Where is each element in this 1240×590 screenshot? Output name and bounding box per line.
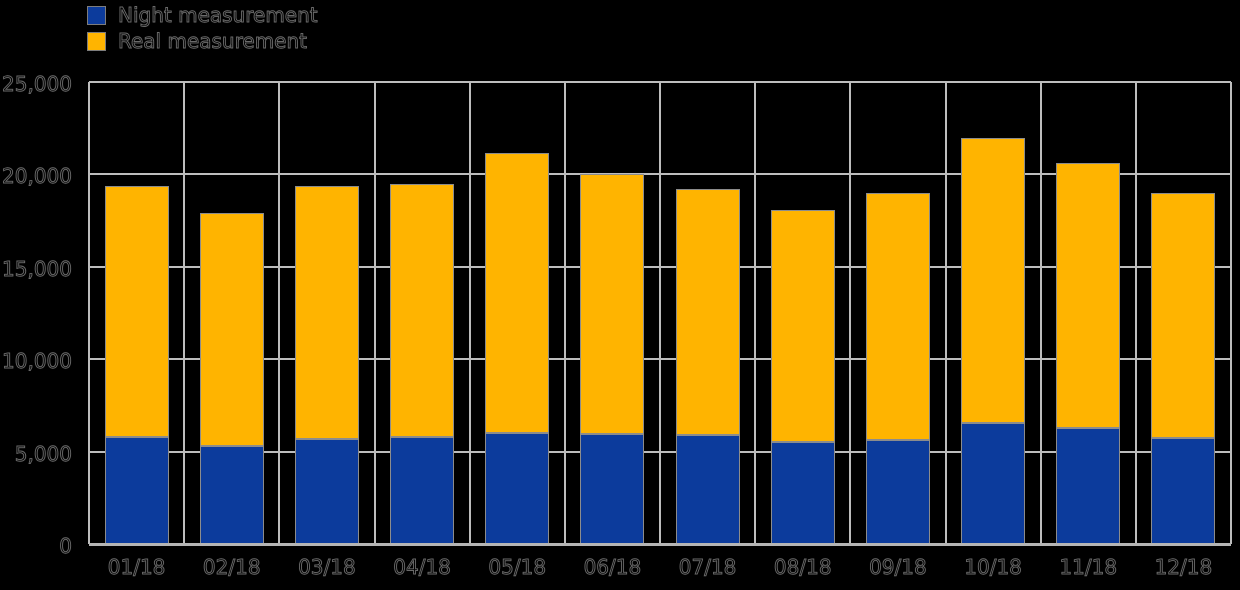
- bar-segment-night-measurement[interactable]: [580, 434, 645, 544]
- x-axis-line: [89, 543, 1231, 546]
- bar-segment-real-measurement[interactable]: [1151, 192, 1216, 438]
- bar-segment-real-measurement[interactable]: [961, 138, 1026, 423]
- gridline-vertical: [374, 82, 376, 544]
- bar-segment-real-measurement[interactable]: [390, 183, 455, 437]
- y-axis-tick-label: 25,000: [2, 72, 73, 96]
- legend-item-night-measurement[interactable]: Night measurement: [87, 3, 319, 27]
- gridline-vertical: [278, 82, 280, 544]
- gridline-vertical: [1230, 82, 1232, 544]
- bar-segment-night-measurement[interactable]: [104, 436, 169, 544]
- bar-segment-real-measurement[interactable]: [294, 185, 359, 439]
- legend-swatch-night-icon: [87, 6, 106, 25]
- gridline-vertical: [88, 82, 90, 544]
- bar-segment-night-measurement[interactable]: [1056, 427, 1121, 544]
- bar-segment-real-measurement[interactable]: [580, 174, 645, 435]
- legend: Night measurement Real measurement: [87, 3, 319, 58]
- bar-segment-night-measurement[interactable]: [770, 442, 835, 544]
- x-axis-tick-label: 05/18: [488, 555, 547, 579]
- bar-segment-real-measurement[interactable]: [675, 189, 740, 435]
- x-axis-tick-label: 11/18: [1059, 555, 1118, 579]
- bar-segment-real-measurement[interactable]: [1056, 163, 1121, 428]
- y-axis-tick-label: 15,000: [2, 256, 73, 281]
- x-axis-tick-label: 10/18: [964, 555, 1023, 579]
- gridline-vertical: [564, 82, 566, 544]
- bar-segment-real-measurement[interactable]: [104, 185, 169, 437]
- bar-segment-real-measurement[interactable]: [485, 153, 550, 434]
- gridline-vertical: [1135, 82, 1137, 544]
- legend-label-night: Night measurement: [118, 3, 319, 27]
- gridline-vertical: [659, 82, 661, 544]
- gridline-vertical: [183, 82, 185, 544]
- x-axis-tick-label: 01/18: [107, 555, 166, 579]
- gridline-vertical: [945, 82, 947, 544]
- y-axis-tick-label: 0: [59, 534, 73, 558]
- y-axis-tick-label: 10,000: [2, 349, 73, 374]
- bar-segment-night-measurement[interactable]: [294, 438, 359, 544]
- bar-segment-night-measurement[interactable]: [485, 433, 550, 544]
- x-axis-tick-label: 06/18: [583, 555, 642, 579]
- gridline-vertical: [754, 82, 756, 544]
- x-axis-tick-label: 12/18: [1154, 555, 1213, 579]
- plot-area: [88, 81, 1232, 544]
- gridline-vertical: [469, 82, 471, 544]
- bar-segment-night-measurement[interactable]: [675, 434, 740, 544]
- legend-swatch-real-icon: [87, 32, 106, 51]
- y-axis-tick-label: 5,000: [14, 441, 72, 466]
- legend-item-real-measurement[interactable]: Real measurement: [87, 29, 318, 53]
- bar-segment-real-measurement[interactable]: [770, 210, 835, 443]
- bar-segment-night-measurement[interactable]: [390, 436, 455, 544]
- x-axis-tick-label: 09/18: [869, 555, 928, 579]
- bar-segment-night-measurement[interactable]: [865, 439, 930, 544]
- x-axis-tick-label: 02/18: [202, 555, 261, 579]
- legend-label-real: Real measurement: [118, 29, 308, 53]
- bar-segment-real-measurement[interactable]: [199, 213, 264, 447]
- y-axis-tick-label: 20,000: [2, 164, 73, 189]
- bar-segment-real-measurement[interactable]: [865, 192, 930, 440]
- bar-segment-night-measurement[interactable]: [199, 446, 264, 544]
- x-axis-tick-label: 03/18: [298, 555, 357, 579]
- bar-segment-night-measurement[interactable]: [1151, 437, 1216, 544]
- x-axis-tick-label: 07/18: [678, 555, 737, 579]
- x-axis-tick-label: 04/18: [393, 555, 452, 579]
- x-axis-tick-label: 08/18: [773, 555, 832, 579]
- gridline-vertical: [1040, 82, 1042, 544]
- bar-segment-night-measurement[interactable]: [961, 422, 1026, 544]
- gridline-vertical: [849, 82, 851, 544]
